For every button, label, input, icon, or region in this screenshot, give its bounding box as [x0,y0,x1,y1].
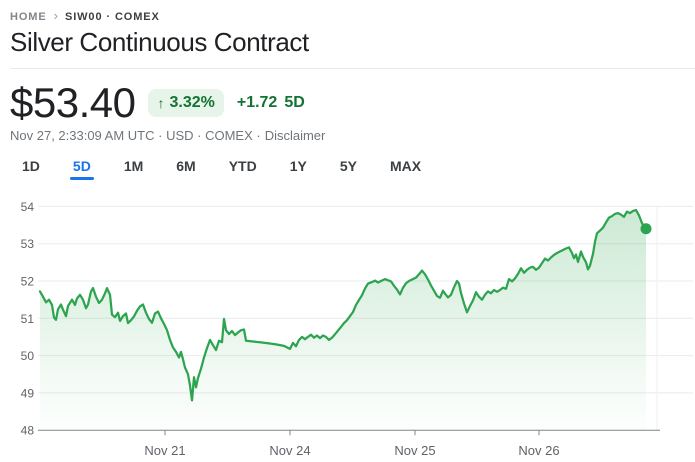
tab-1y[interactable]: 1Y [276,151,321,180]
quote-timestamp: Nov 27, 2:33:09 AM UTC · USD · COMEX · [10,128,261,143]
breadcrumb-home-link[interactable]: HOME [10,10,47,23]
tab-1m[interactable]: 1M [110,151,157,180]
y-axis-label-49: 49 [21,386,35,400]
quote-meta: Nov 27, 2:33:09 AM UTC · USD · COMEX · D… [10,128,325,143]
tab-5y[interactable]: 5Y [326,151,371,180]
price-row: $53.40 ↑ 3.32% +1.72 5D [10,79,305,126]
tab-max[interactable]: MAX [376,151,435,180]
y-axis-label-48: 48 [21,424,35,438]
y-axis-label-52: 52 [21,275,35,289]
x-axis-label-nov-24: Nov 24 [269,443,310,458]
change-percent: 3.32% [169,94,215,111]
current-price: $53.40 [10,79,136,126]
range-tabs: 1D 5D 1M 6M YTD 1Y 5Y MAX [8,151,435,180]
x-axis-label-nov-26: Nov 26 [518,443,559,458]
y-axis-label-53: 53 [21,237,35,251]
x-axis-label-nov-25: Nov 25 [394,443,435,458]
tab-6m[interactable]: 6M [162,151,209,180]
breadcrumb-current: SIW00 · COMEX [64,10,160,23]
change-period: 5D [284,94,305,111]
breadcrumb-chevron-icon: › [53,8,58,23]
last-price-dot [640,223,652,235]
change-value: +1.72 [236,94,278,111]
arrow-up-icon: ↑ [157,95,165,111]
y-axis-label-50: 50 [21,349,35,363]
disclaimer-link[interactable]: Disclaimer [264,128,326,143]
tab-5d[interactable]: 5D [59,151,105,180]
change-absolute: +1.72 5D [237,94,305,112]
change-percent-badge: ↑ 3.32% [148,89,224,117]
header-divider [10,68,695,69]
y-axis-label-51: 51 [21,312,35,326]
tab-1d[interactable]: 1D [8,151,54,180]
breadcrumb: HOME › SIW00 · COMEX [10,8,160,24]
y-axis-label-54: 54 [21,200,35,214]
price-chart[interactable]: 54 53 52 51 50 49 48 Nov 21 Nov 24 Nov 25 Nov 26 [0,195,695,462]
page-title: Silver Continuous Contract [10,27,309,57]
tab-ytd[interactable]: YTD [215,151,271,180]
x-axis-label-nov-21: Nov 21 [144,443,185,458]
price-area-fill [40,210,646,431]
price-line [38,208,648,402]
